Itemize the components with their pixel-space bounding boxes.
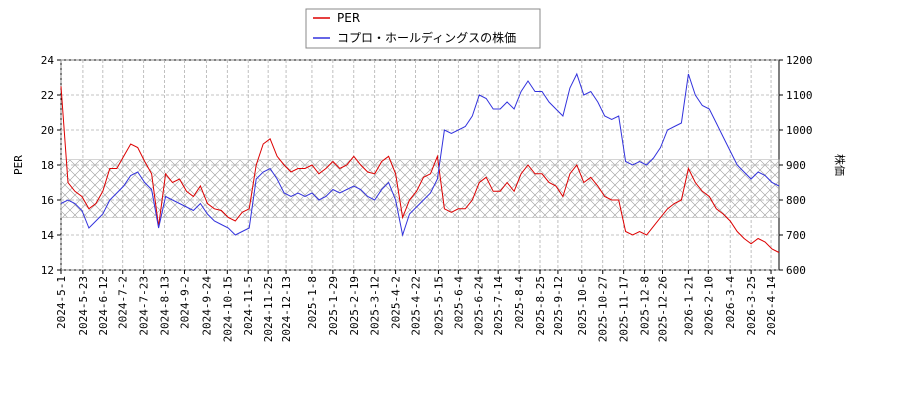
x-tick-label: 2026-1-21: [682, 276, 695, 336]
x-tick-label: 2026-3-4: [724, 276, 737, 329]
x-tick-label: 2025-2-19: [348, 276, 361, 336]
x-tick-label: 2024-12-13: [280, 276, 293, 342]
y2-axis-label: 株価: [833, 154, 847, 176]
x-tick-label: 2025-8-4: [513, 276, 526, 329]
x-tick-label: 2025-12-8: [639, 276, 652, 336]
x-tick-label: 2025-5-15: [432, 276, 445, 336]
x-tick-label: 2025-1-8: [306, 276, 319, 329]
y-tick-label: 24: [41, 54, 55, 67]
legend-label: PER: [337, 11, 360, 25]
x-tick-label: 2025-1-29: [327, 276, 340, 336]
x-tick-label: 2024-7-23: [138, 276, 151, 336]
y-tick-label: 14: [41, 229, 55, 242]
x-tick-label: 2026-3-25: [745, 276, 758, 336]
y2-tick-label: 700: [786, 229, 806, 242]
x-tick-label: 2024-6-12: [97, 276, 110, 336]
y2-tick-label: 1000: [786, 124, 813, 137]
range-band: [60, 159, 780, 218]
y-tick-label: 12: [41, 264, 54, 277]
x-tick-label: 2024-8-13: [159, 276, 172, 336]
y-tick-label: 16: [41, 194, 54, 207]
y2-tick-label: 600: [786, 264, 806, 277]
y2-tick-label: 900: [786, 159, 806, 172]
y-tick-label: 22: [41, 89, 54, 102]
x-tick-label: 2024-10-15: [221, 276, 234, 342]
x-tick-label: 2024-9-24: [200, 276, 213, 336]
y2-tick-label: 1100: [786, 89, 813, 102]
x-tick-label: 2025-10-6: [576, 276, 589, 336]
y2-tick-label: 1200: [786, 54, 813, 67]
x-tick-label: 2025-7-14: [492, 276, 505, 336]
y2-tick-label: 800: [786, 194, 806, 207]
x-tick-label: 2024-7-2: [117, 276, 130, 329]
y-axis-label: PER: [12, 155, 25, 175]
x-tick-label: 2026-4-14: [765, 276, 778, 336]
x-tick-label: 2026-2-10: [702, 276, 715, 336]
x-tick-label: 2024-5-1: [55, 276, 68, 329]
x-tick-label: 2025-6-24: [472, 276, 485, 336]
legend: [305, 8, 541, 49]
x-tick-label: 2024-11-25: [262, 276, 275, 342]
y-tick-label: 18: [41, 159, 54, 172]
x-tick-label: 2025-12-26: [656, 276, 669, 342]
series-line: [60, 72, 780, 237]
series-line: [60, 86, 780, 253]
x-tick-label: 2025-10-27: [597, 276, 610, 342]
x-tick-label: 2025-11-17: [618, 276, 631, 342]
x-tick-label: 2025-9-12: [552, 276, 565, 336]
x-tick-label: 2025-4-22: [410, 276, 423, 336]
x-tick-label: 2024-5-23: [77, 276, 90, 336]
x-tick-label: 2024-9-2: [178, 276, 191, 329]
legend-label: コプロ・ホールディングスの株価: [337, 30, 516, 45]
x-tick-label: 2025-4-2: [390, 276, 403, 329]
x-tick-label: 2025-6-4: [452, 276, 465, 329]
x-tick-label: 2024-11-5: [242, 276, 255, 336]
x-tick-label: 2025-3-12: [369, 276, 382, 336]
y-tick-label: 20: [41, 124, 54, 137]
x-tick-label: 2025-8-25: [534, 276, 547, 336]
